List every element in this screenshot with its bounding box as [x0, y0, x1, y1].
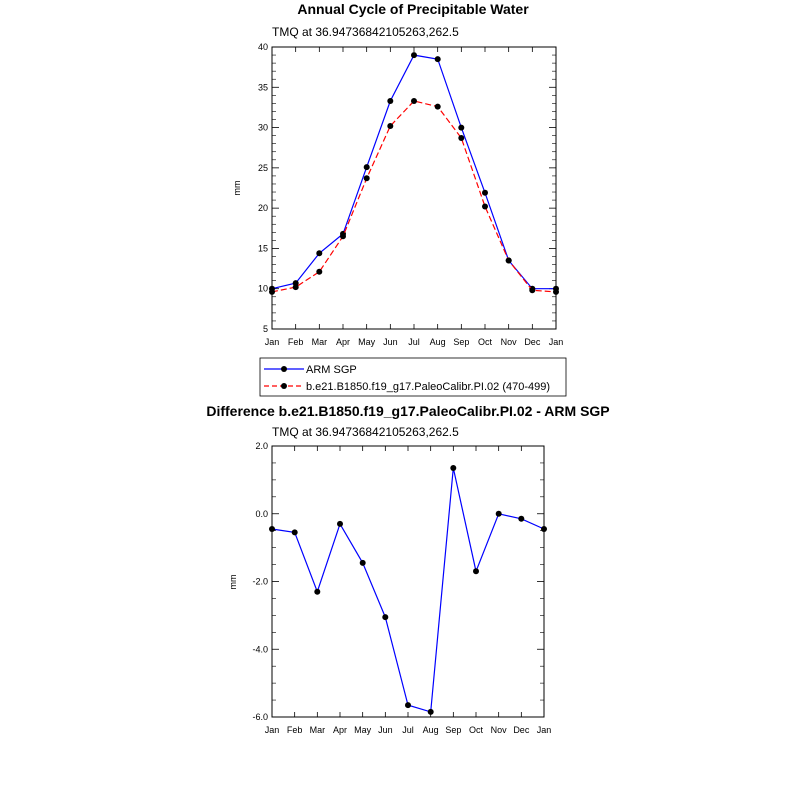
chart2-ytick-label: -2.0 [252, 577, 268, 587]
chart1-frame [271, 46, 557, 330]
chart2-xtick-label: Jan [537, 725, 552, 735]
chart1-xtick-label: Sep [453, 337, 469, 347]
chart2-series-0-point [337, 520, 343, 527]
chart1-xtick-label: Jun [383, 337, 398, 347]
chart1-ytick-label: 20 [258, 203, 268, 213]
chart1-xtick-label: Oct [478, 337, 493, 347]
chart1-series-1-line [271, 100, 557, 293]
chart2-xtick-label: Dec [513, 725, 530, 735]
chart1-ytick-label: 15 [258, 243, 268, 253]
chart1-ytick-label: 25 [258, 163, 268, 173]
chart2-series-0-point [382, 614, 389, 621]
chart1-xtick-label: Jan [265, 337, 280, 347]
chart1-ytick-label: 30 [258, 123, 268, 133]
chart1-xtick-label: Apr [336, 337, 350, 347]
chart2-ylabel: mm [228, 575, 238, 590]
chart2-xtick-label: Apr [333, 725, 347, 735]
chart1-xtick-label: May [358, 337, 376, 347]
legend-label-model: b.e21.B1850.f19_g17.PaleoCalibr.PI.02 (4… [306, 381, 550, 393]
chart2-xtick-label: Jun [378, 725, 393, 735]
chart1-ytick-label: 40 [258, 42, 268, 52]
chart2-series-0-point [405, 702, 411, 709]
chart2-plot-area: Jan Feb Mar Apr May Jun Jul Aug Sep Oct Nov Dec Jan -… [252, 441, 551, 735]
chart1-series-0-point [387, 98, 394, 104]
chart1-series-1-point [458, 135, 465, 141]
chart1-series-0-point [434, 56, 441, 63]
legend-label-arm: ARM SGP [306, 364, 357, 376]
chart1-xtick-label: Dec [524, 337, 541, 347]
chart1-ytick-label: 10 [258, 284, 268, 294]
chart1-xtick-label: Aug [430, 337, 446, 347]
chart2-series-0-point [541, 526, 547, 532]
chart1-ytick-label: 5 [263, 324, 268, 334]
chart1-series-0-point [482, 189, 488, 196]
chart1-plot-area: Jan Feb Mar Apr May Jun Jul Aug Sep Oct Nov Dec Jan 5… [258, 42, 563, 347]
legend-marker-model [281, 383, 287, 389]
chart1-ylabel: mm [232, 181, 242, 196]
chart1-xtick-label: Feb [288, 337, 304, 347]
chart1-series-0-point [458, 124, 465, 131]
chart1-xtick-label: Nov [501, 337, 518, 347]
chart2-series-0-line [271, 467, 545, 713]
chart1-series-1-point [387, 123, 394, 129]
chart2-xtick-label: Jan [265, 725, 280, 735]
chart1-xtick-label: Jul [408, 337, 420, 347]
chart2-ytick-label: 0.0 [255, 509, 268, 519]
legend-marker-arm [281, 366, 287, 372]
chart1-series-1-point [434, 103, 441, 110]
chart2-series-0-point [450, 465, 457, 471]
chart2-xtick-label: Feb [287, 725, 303, 735]
chart2-xtick-label: May [354, 725, 372, 735]
chart1-series-1-point [363, 175, 370, 182]
chart1-series-1-point [316, 268, 323, 275]
chart2-xtick-label: Aug [423, 725, 439, 735]
chart1-xtick-label: Mar [312, 337, 328, 347]
chart2-series-0-point [495, 510, 502, 517]
chart2-xtick-label: Mar [310, 725, 326, 735]
chart1-title: Annual Cycle of Precipitable Water [297, 1, 529, 17]
chart1-series-1-point [340, 233, 346, 240]
chart2-series-0-point [427, 708, 434, 715]
chart2-series-0-point [359, 559, 366, 566]
chart1-series-1-point [553, 288, 559, 295]
chart2-ytick-label: -4.0 [252, 644, 268, 654]
chart2-xtick-label: Sep [445, 725, 461, 735]
chart1-series-0-line [271, 54, 556, 290]
chart1-xtick-label: Jan [549, 337, 564, 347]
chart1-series-1-point [505, 257, 512, 264]
chart1-series-0-point [411, 52, 417, 59]
chart1-series-1-point [529, 287, 536, 294]
chart2-series-0-point [291, 529, 298, 536]
chart1-series-1-point [292, 284, 299, 291]
chart1-ytick-label: 35 [258, 82, 268, 92]
chart1-subtitle: TMQ at 36.94736842105263,262.5 [272, 25, 459, 39]
chart2-ytick-label: 2.0 [255, 441, 268, 451]
chart2-subtitle: TMQ at 36.94736842105263,262.5 [272, 425, 459, 439]
chart2-series-0-point [518, 515, 525, 522]
chart2-xtick-label: Nov [491, 725, 508, 735]
chart1-series-0-point [363, 164, 370, 171]
chart2-series-0-point [314, 588, 321, 595]
chart1-series-1-point [269, 288, 275, 295]
chart2-xtick-label: Jul [402, 725, 414, 735]
chart2-title: Difference b.e21.B1850.f19_g17.PaleoCali… [206, 403, 609, 419]
chart1-series-1-point [411, 98, 417, 104]
chart1-series-1-point [482, 203, 488, 210]
chart2-ytick-label: -6.0 [252, 712, 268, 722]
chart2-xtick-label: Oct [469, 725, 484, 735]
legend-frame [259, 357, 567, 397]
chart2-series-0-point [473, 568, 479, 575]
chart1-series-0-point [316, 250, 323, 257]
chart2-series-0-point [269, 526, 275, 532]
chart1-legend: ARM SGP b.e21.B1850.f19_g17.PaleoCalibr.… [259, 357, 567, 397]
